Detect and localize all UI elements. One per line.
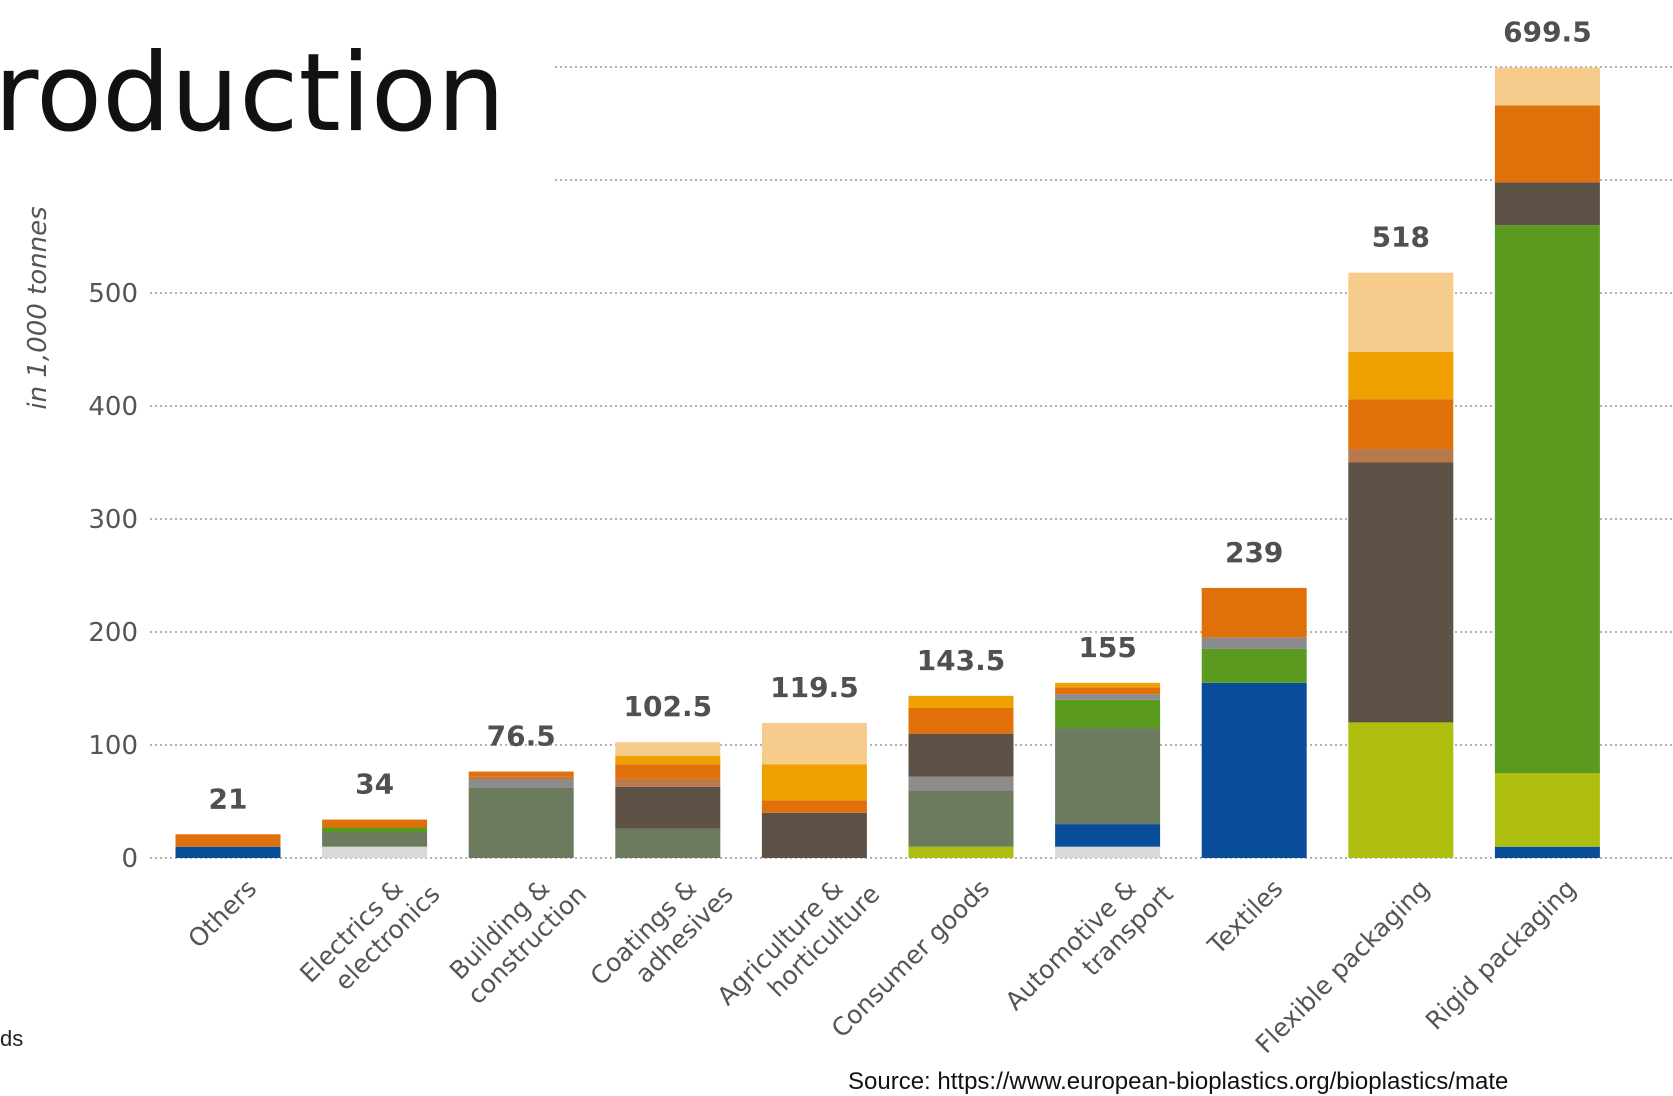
bar-segment bbox=[468, 776, 574, 781]
source-citation: Source: https://www.european-bioplastics… bbox=[848, 1068, 1509, 1095]
y-tick-label: 0 bbox=[121, 844, 138, 874]
x-tick-label: Rigid packaging bbox=[1420, 874, 1582, 1036]
bar-segment bbox=[1055, 699, 1161, 729]
bar-segment bbox=[322, 846, 428, 858]
bar-segment bbox=[468, 780, 574, 788]
bar-segment bbox=[761, 722, 867, 765]
bar-segment bbox=[468, 787, 574, 858]
x-tick-label: Automotive &transport bbox=[1000, 858, 1179, 1037]
bar-segment bbox=[1494, 105, 1600, 183]
bar-segment bbox=[615, 764, 721, 779]
page-title-fragment: roduction bbox=[0, 31, 506, 156]
bar-segment bbox=[1348, 462, 1454, 723]
bar-segment bbox=[1494, 225, 1600, 774]
bar-segment bbox=[1055, 687, 1161, 695]
bar-segment bbox=[1201, 682, 1307, 858]
bar-total-labels: 21 34 76.5 102.5 119.5 143.5 155 239 518 699.5 bbox=[209, 16, 1592, 816]
bar-segment bbox=[1055, 846, 1161, 858]
bar-segment bbox=[1348, 722, 1454, 858]
bar-total-label: 239 bbox=[1225, 536, 1283, 569]
bar-segment bbox=[1494, 182, 1600, 226]
bar-segment bbox=[1348, 448, 1454, 463]
bar-segment bbox=[1494, 846, 1600, 858]
y-tick-label: 300 bbox=[88, 505, 138, 535]
bar-segment bbox=[1494, 67, 1600, 106]
bar-segment bbox=[322, 832, 428, 847]
x-tick-label: Electrics &electronics bbox=[294, 858, 445, 1009]
bar-segment bbox=[908, 733, 1014, 777]
bar-total-label: 155 bbox=[1078, 631, 1136, 664]
bar-segment bbox=[1348, 351, 1454, 400]
bar-total-label: 21 bbox=[209, 782, 248, 815]
y-axis-label: in 1,000 tonnes bbox=[23, 206, 53, 409]
bar-segment bbox=[908, 790, 1014, 847]
bar-total-label: 34 bbox=[355, 768, 394, 801]
y-tick-label: 200 bbox=[88, 618, 138, 648]
bar-total-label: 699.5 bbox=[1503, 16, 1592, 49]
y-tick-labels: 0 100 200 300 400 500 bbox=[88, 279, 138, 874]
bar-total-label: 119.5 bbox=[770, 671, 859, 704]
bar-segment bbox=[908, 695, 1014, 708]
bar-segment bbox=[615, 778, 721, 787]
bar-segment bbox=[1201, 648, 1307, 683]
bar-segment bbox=[1201, 587, 1307, 638]
bar-segment bbox=[1055, 824, 1161, 847]
bar-total-label: 518 bbox=[1372, 221, 1430, 254]
bar-total-label: 143.5 bbox=[917, 644, 1006, 677]
bar-segment bbox=[908, 776, 1014, 791]
bar-segment bbox=[908, 846, 1014, 858]
y-tick-label: 500 bbox=[88, 279, 138, 309]
bar-total-label: 76.5 bbox=[487, 720, 556, 753]
left-text-fragment: ds bbox=[0, 1026, 24, 1051]
y-tick-label: 400 bbox=[88, 392, 138, 422]
bar-segment bbox=[1055, 728, 1161, 825]
bar-segment bbox=[615, 755, 721, 765]
x-tick-label: Textiles bbox=[1202, 874, 1289, 961]
bar-segment bbox=[761, 812, 867, 858]
y-tick-label: 100 bbox=[88, 731, 138, 761]
bar-segment bbox=[908, 707, 1014, 734]
stacked-bars bbox=[175, 67, 1600, 858]
bar-segment bbox=[761, 800, 867, 813]
bar-segment bbox=[1201, 637, 1307, 649]
bar-segment bbox=[615, 742, 721, 756]
bar-segment bbox=[1055, 682, 1161, 688]
bar-segment bbox=[1055, 694, 1161, 700]
bar-segment bbox=[1348, 272, 1454, 352]
x-tick-label: Others bbox=[182, 874, 262, 954]
bar-segment bbox=[615, 786, 721, 829]
bar-segment bbox=[322, 819, 428, 828]
bar-segment bbox=[322, 827, 428, 833]
bar-segment bbox=[468, 771, 574, 777]
bar-segment bbox=[1348, 399, 1454, 449]
bar-total-label: 102.5 bbox=[624, 690, 713, 723]
bar-segment bbox=[175, 834, 281, 847]
bar-segment bbox=[761, 764, 867, 801]
bar-segment bbox=[1494, 773, 1600, 847]
bar-segment bbox=[175, 846, 281, 858]
x-tick-label: Building &construction bbox=[441, 858, 593, 1010]
bar-segment bbox=[615, 828, 721, 858]
